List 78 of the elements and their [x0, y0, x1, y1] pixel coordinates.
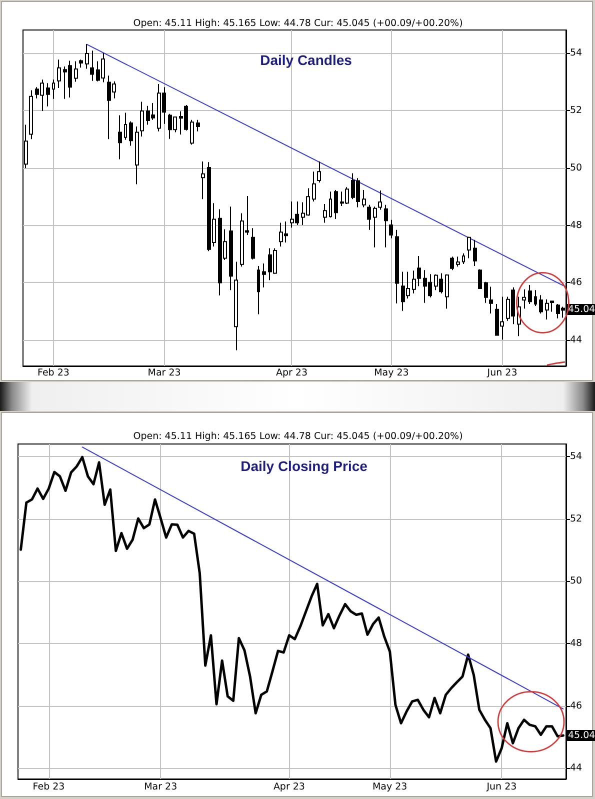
y-tick-label: 48: [570, 220, 582, 231]
candlestick: [334, 189, 338, 220]
y-tick-label: 48: [570, 638, 582, 649]
candlestick: [251, 228, 255, 260]
chart-subtitle: Open: 45.11 High: 45.165 Low: 44.78 Cur: 45.045 (+00.09/+00.20%): [133, 18, 463, 29]
candlestick: [473, 239, 477, 267]
candlestick: [85, 44, 89, 70]
candlestick: [201, 161, 205, 200]
y-tick-label: 52: [570, 104, 582, 116]
candlestick: [367, 204, 371, 230]
candlestick: [362, 189, 366, 208]
annotation: 45.04: [567, 304, 595, 316]
candlestick: [312, 171, 316, 202]
x-tick-label: Feb 23: [38, 368, 70, 378]
candlestick: [539, 294, 543, 314]
annotation: 45.04: [567, 730, 595, 741]
y-tick-label: 50: [570, 576, 582, 587]
y-tick-label: 44: [570, 762, 582, 774]
candlestick: [317, 161, 321, 183]
candlestick: [389, 219, 393, 239]
candlestick: [323, 204, 327, 224]
candlestick: [196, 119, 200, 132]
candlestick: [522, 288, 526, 310]
y-tick-label: 52: [570, 513, 582, 524]
candlestick: [79, 59, 83, 68]
candlestick: [29, 90, 33, 140]
candlestick: [462, 252, 465, 265]
y-tick-label: 46: [570, 700, 582, 712]
candlestick: [229, 206, 233, 291]
candlestick: [412, 270, 416, 294]
x-tick-label: Feb 23: [32, 782, 65, 792]
candlestick: [534, 290, 537, 306]
x-tick-label: Jun 23: [486, 782, 517, 792]
x-tick-label: Apr 23: [276, 368, 308, 378]
candlestick: [257, 266, 260, 315]
x-tick-label: May 23: [374, 368, 409, 378]
candlestick: [484, 281, 488, 304]
candlestick: [140, 101, 144, 138]
candlestick: [489, 286, 493, 314]
candlestick: [395, 229, 399, 304]
candlestick: [467, 236, 471, 259]
candlestick: [417, 256, 421, 287]
candlestick: [190, 119, 194, 146]
text: Daily Closing Price: [240, 458, 368, 474]
x-tick-label: May 23: [372, 782, 408, 792]
candlestick: [262, 262, 266, 288]
candlestick: [373, 206, 377, 248]
text: Daily Candles: [260, 52, 352, 68]
x-tick-label: Apr 23: [273, 782, 305, 792]
candlestick: [478, 268, 482, 290]
candlestick: [124, 112, 127, 140]
candlestick: [545, 298, 549, 320]
candlestick: [46, 82, 50, 107]
candlestick: [74, 60, 78, 82]
candlestick: [329, 191, 332, 218]
candlestick: [57, 59, 61, 89]
candlestick: [528, 284, 532, 304]
x-tick-label: Jun 23: [486, 368, 518, 378]
y-tick-label: 46: [570, 277, 582, 288]
candlestick: [90, 50, 94, 82]
candlestick: [456, 256, 460, 268]
candlestick: [378, 190, 382, 210]
x-tick-label: Mar 23: [144, 782, 178, 792]
candlestick: [234, 261, 238, 351]
x-tick-label: Mar 23: [148, 368, 181, 378]
y-tick-label: 54: [570, 47, 582, 58]
candlestick: [384, 204, 388, 248]
candlestick: [135, 126, 139, 185]
candlestick: [52, 79, 55, 100]
candlestick: [550, 300, 554, 312]
y-tick-label: 54: [570, 450, 582, 462]
y-tick-label: 50: [570, 162, 582, 174]
candlestick: [450, 256, 454, 271]
candlestick: [445, 274, 449, 310]
chart-subtitle: Open: 45.11 High: 45.165 Low: 44.78 Cur: 45.045 (+00.09/+00.20%): [133, 431, 463, 442]
candlestick: [129, 120, 133, 146]
candlestick: [118, 114, 122, 160]
y-tick-label: 44: [570, 334, 582, 346]
